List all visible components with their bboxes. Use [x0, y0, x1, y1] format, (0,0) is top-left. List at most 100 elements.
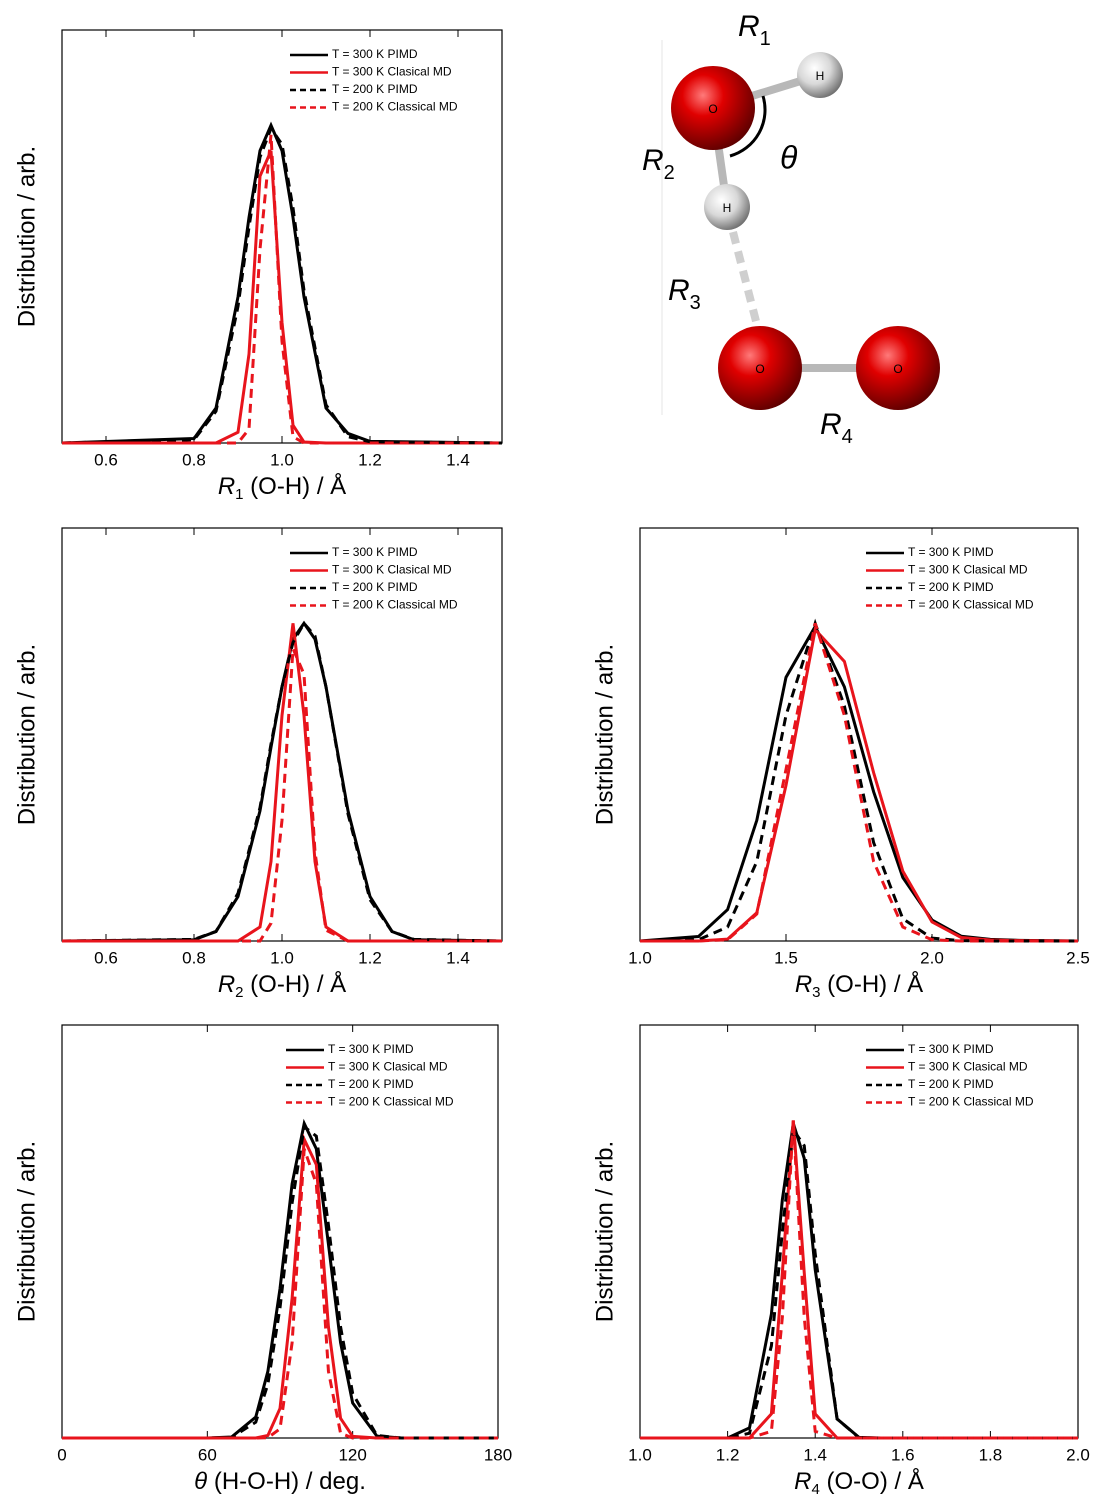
- x-tick-label: 0.6: [94, 450, 118, 469]
- chart: 1.0 1.2 1.4 1.6 1.8 2.0 R4 (O-O) / Å Distributi…: [591, 1024, 1090, 1498]
- data-line: [61, 620, 503, 943]
- symbol: R: [795, 971, 812, 998]
- legend-label: T = 200 K PIMD: [328, 1077, 414, 1091]
- x-tick-label: 1.2: [716, 1445, 740, 1464]
- x-axis-label: R4 (O-O) / Å: [794, 1467, 924, 1498]
- legend-label: T = 300 K PIMD: [328, 1042, 414, 1056]
- atom-label: H: [816, 69, 825, 83]
- subscript: 4: [812, 1481, 820, 1498]
- y-axis-label: Distribution / arb.: [13, 146, 40, 327]
- legend-label: T = 300 K Clasical MD: [908, 563, 1028, 577]
- y-axis-label: Distribution / arb.: [13, 1141, 40, 1322]
- x-tick-label: 1.8: [979, 1445, 1003, 1464]
- atom: [704, 184, 750, 230]
- subscript: 4: [842, 426, 853, 448]
- legend-label: T = 300 K Clasical MD: [908, 1060, 1028, 1074]
- x-tick-label: 180: [484, 1445, 512, 1464]
- data-line: [640, 1125, 1078, 1440]
- x-tick-label: 0.8: [182, 948, 206, 967]
- x-tick-label: 2.0: [920, 948, 944, 967]
- symbol: R: [218, 473, 235, 500]
- x-axis-label: θ (H-O-H) / deg.: [194, 1468, 366, 1495]
- subscript: 1: [760, 28, 771, 50]
- symbol: R: [820, 408, 842, 441]
- hydrogen-bond: [729, 231, 761, 326]
- x-tick-label: 2.0: [1066, 1445, 1090, 1464]
- x-axis-label: R1 (O-H) / Å: [218, 472, 346, 503]
- data-line: [640, 1123, 1078, 1440]
- data-line: [62, 134, 502, 445]
- subscript: 2: [235, 984, 243, 1001]
- plot-frame: [61, 1024, 499, 1439]
- x-tick-label: 1.0: [628, 948, 652, 967]
- x-tick-label: 0: [57, 1445, 66, 1464]
- data-line: [62, 648, 502, 943]
- symbol: R: [668, 274, 690, 307]
- x-tick-label: 0.8: [182, 450, 206, 469]
- x-tick-label: 60: [198, 1445, 217, 1464]
- label-text: (O-H) / Å: [244, 970, 347, 998]
- atom-label: H: [723, 201, 732, 215]
- subscript: 3: [812, 984, 820, 1001]
- legend-label: T = 200 K Classical MD: [332, 598, 458, 612]
- angle-label: θ: [780, 139, 798, 175]
- bond-label: R1: [738, 10, 771, 50]
- legend-label: T = 300 K PIMD: [908, 1042, 994, 1056]
- data-line: [62, 1123, 498, 1440]
- data-line: [62, 623, 502, 943]
- legend-label: T = 300 K Clasical MD: [332, 563, 452, 577]
- atom: [718, 326, 802, 410]
- symbol: θ: [194, 1468, 207, 1495]
- label-text: (O-O) / Å: [820, 1467, 924, 1495]
- atom-label: O: [708, 102, 717, 116]
- legend-label: T = 200 K Classical MD: [908, 598, 1034, 612]
- data-line: [61, 620, 503, 943]
- data-line: [640, 1120, 1078, 1440]
- subscript: 3: [690, 292, 701, 314]
- y-axis-label: Distribution / arb.: [591, 1141, 618, 1322]
- legend-label: T = 300 K Clasical MD: [328, 1060, 448, 1074]
- x-tick-label: 1.2: [358, 450, 382, 469]
- chart: 0.6 0.8 1.0 1.2 1.4 R2 (O-H) / Å Distribution …: [13, 527, 503, 1001]
- plot-frame: [61, 29, 503, 444]
- symbol: R: [738, 10, 760, 43]
- legend-label: T = 200 K PIMD: [332, 82, 418, 96]
- chart: 0.6 0.8 1.0 1.2 1.4 R1 (O-H) / Å Distribution …: [13, 29, 503, 503]
- x-tick-label: 1.6: [891, 1445, 915, 1464]
- x-tick-label: 1.4: [446, 450, 470, 469]
- data-line: [61, 125, 503, 445]
- angle-arc: [729, 95, 767, 158]
- y-axis-label: Distribution / arb.: [13, 644, 40, 825]
- x-tick-label: 1.4: [803, 1445, 827, 1464]
- bond-label: R4: [820, 408, 853, 448]
- x-tick-label: 1.2: [358, 948, 382, 967]
- legend-label: T = 200 K Classical MD: [908, 1095, 1034, 1109]
- legend-label: T = 200 K Classical MD: [332, 100, 458, 114]
- x-tick-label: 1.0: [270, 948, 294, 967]
- data-line: [62, 1148, 498, 1440]
- x-tick-label: 1.4: [446, 948, 470, 967]
- atom: [671, 66, 755, 150]
- x-axis-label: R3 (O-H) / Å: [795, 970, 923, 1001]
- plot-frame: [639, 1024, 1079, 1439]
- molecule-diagram: O H H O O R1 R2 R3 R4 θ: [642, 10, 940, 448]
- legend-label: T = 200 K PIMD: [908, 580, 994, 594]
- symbol: R: [642, 144, 664, 177]
- bond-label: R3: [668, 274, 701, 314]
- data-line: [640, 1120, 1078, 1440]
- x-tick-label: 120: [338, 1445, 366, 1464]
- plot-frame: [639, 527, 1079, 942]
- x-tick-label: 0.6: [94, 948, 118, 967]
- x-tick-label: 2.5: [1066, 948, 1090, 967]
- atom: [856, 326, 940, 410]
- label-text: (O-H) / Å: [244, 472, 347, 500]
- legend-label: T = 300 K PIMD: [908, 545, 994, 559]
- atom-label: O: [893, 362, 902, 376]
- atom-label: O: [755, 362, 764, 376]
- legend-label: T = 300 K Clasical MD: [332, 65, 452, 79]
- symbol: R: [218, 971, 235, 998]
- bond-label: R2: [642, 144, 675, 184]
- x-tick-label: 1.0: [270, 450, 294, 469]
- label-text: (O-H) / Å: [821, 970, 924, 998]
